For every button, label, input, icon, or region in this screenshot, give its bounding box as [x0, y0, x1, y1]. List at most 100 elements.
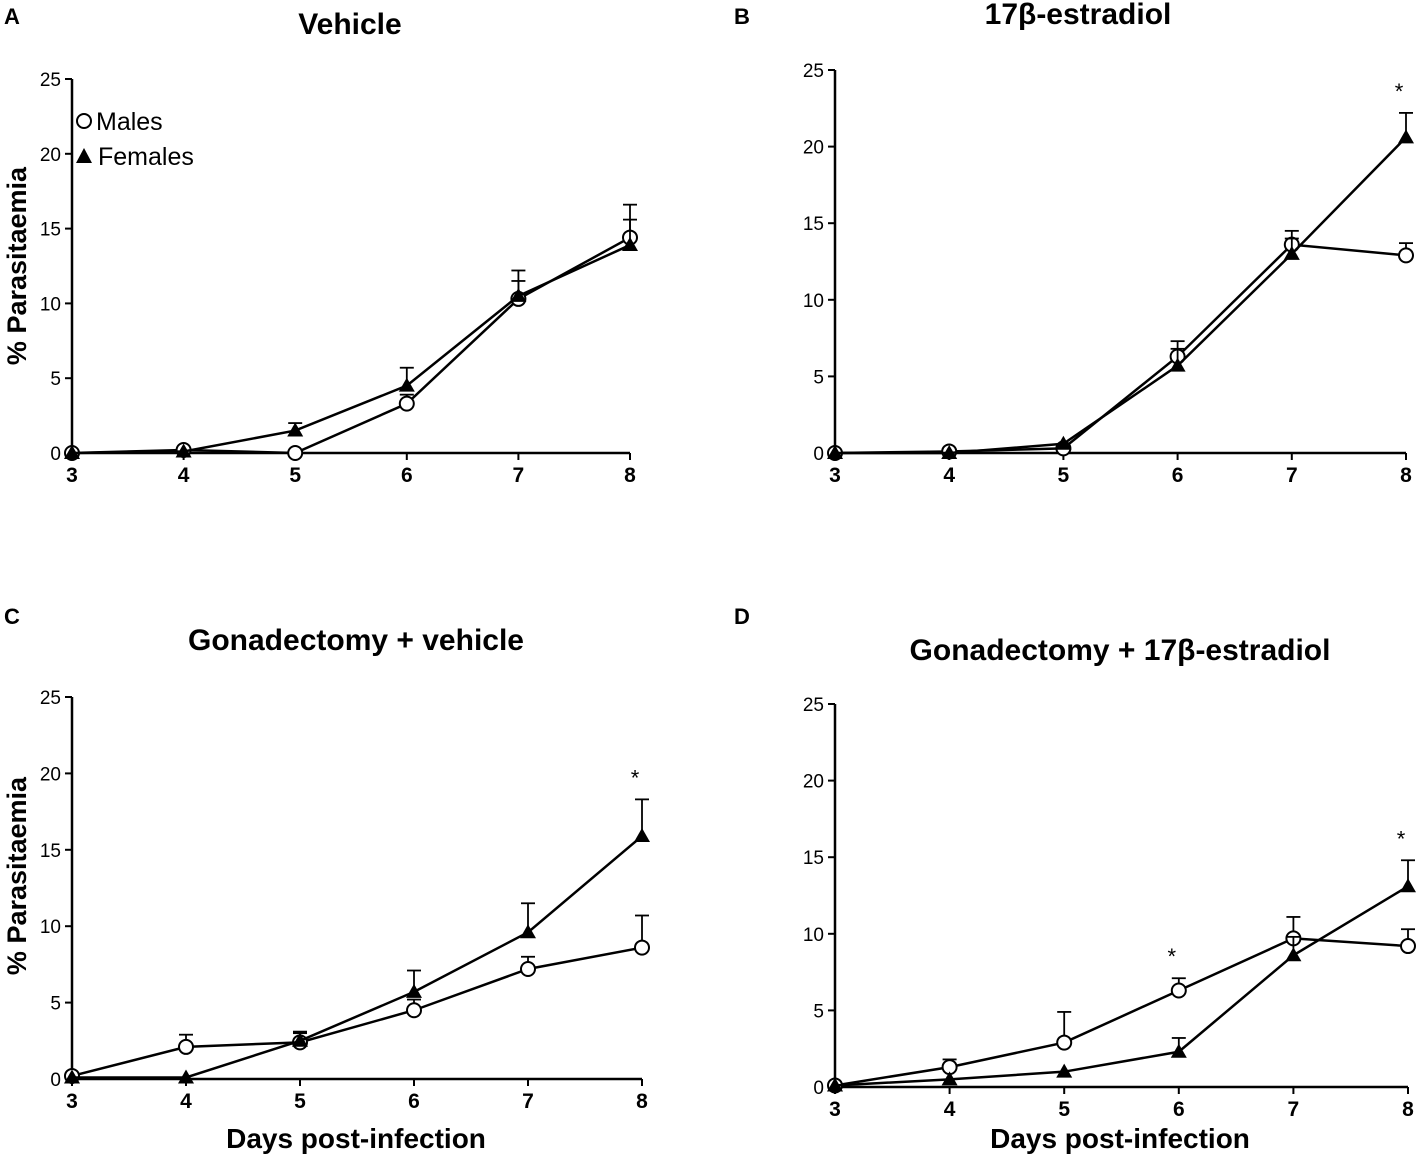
- y-tick-label: 25: [40, 688, 61, 709]
- data-point-males: [287, 445, 304, 461]
- data-point-females: [634, 828, 650, 843]
- panel-c-y-axis-label: % Parasitaemia: [2, 776, 32, 975]
- x-tick-label: 8: [624, 464, 636, 487]
- y-tick-label: 25: [803, 61, 824, 82]
- x-tick-label: 5: [1058, 1098, 1070, 1121]
- series-line-females: [72, 835, 643, 1079]
- data-point-males: [398, 395, 415, 412]
- y-tick-label: 20: [40, 145, 61, 166]
- data-point-females: [622, 237, 638, 252]
- data-point-females: [1285, 947, 1302, 962]
- panel-c-title: Gonadectomy + vehicle: [188, 624, 524, 657]
- x-tick-label: 8: [636, 1090, 648, 1113]
- panel-b-title: 17β-estradiol: [985, 0, 1172, 31]
- panel-b: B 17β-estradiol 0 5 10 15 20 25 3 4 5 6 7 8 *: [734, 0, 1414, 487]
- x-tick-label: 7: [1288, 1098, 1300, 1121]
- y-tick-label: 15: [40, 841, 61, 862]
- data-point-females: [510, 287, 527, 302]
- panel-letter-c: C: [4, 604, 20, 629]
- data-point-females: [1400, 878, 1416, 893]
- y-tick-label: 10: [40, 294, 61, 315]
- y-tick-label: 25: [803, 695, 824, 716]
- y-tick-label: 20: [803, 138, 824, 159]
- x-tick-label: 3: [829, 464, 841, 487]
- data-point-males: [178, 1038, 194, 1055]
- y-tick-label: 10: [803, 925, 824, 946]
- legend-males-marker: [76, 113, 92, 129]
- panel-a-plot-area: 0 5 10 15 20 25 3 4 5 6 7 8: [40, 70, 638, 487]
- x-tick-label: 8: [1400, 464, 1412, 487]
- x-tick-label: 6: [1172, 464, 1184, 487]
- series-line-males: [834, 937, 1409, 1087]
- data-point-males: [1170, 982, 1187, 999]
- y-tick-label: 5: [50, 994, 61, 1015]
- data-point-males: [520, 960, 536, 977]
- data-point-females: [941, 445, 958, 459]
- data-point-females: [398, 377, 415, 392]
- data-point-females: [941, 1071, 958, 1086]
- series-line-males: [71, 236, 631, 455]
- y-tick-label: 10: [40, 917, 61, 938]
- data-point-males: [406, 1002, 422, 1019]
- x-tick-label: 6: [408, 1090, 420, 1113]
- x-tick-label: 3: [66, 464, 78, 487]
- data-point-females: [178, 1069, 194, 1084]
- series-line-males: [71, 946, 643, 1078]
- data-point-females: [406, 983, 422, 998]
- data-point-females: [64, 1069, 80, 1084]
- significance-star: *: [1397, 826, 1406, 851]
- series-line-females: [834, 885, 1409, 1087]
- data-point-females: [827, 1077, 843, 1092]
- y-tick-label: 25: [40, 70, 61, 91]
- panel-letter-a: A: [4, 4, 20, 29]
- panel-d-title: Gonadectomy + 17β-estradiol: [910, 634, 1331, 667]
- x-tick-label: 4: [944, 1098, 956, 1121]
- panel-c: C Gonadectomy + vehicle % Parasitaemia D…: [2, 604, 650, 1154]
- data-point-females: [1170, 1043, 1187, 1058]
- panel-c-x-axis-label: Days post-infection: [226, 1123, 486, 1154]
- series-line-males: [834, 243, 1407, 455]
- panel-d-plot-area: 0 5 10 15 20 25 3 4 5 6 7 8 * *: [803, 695, 1416, 1121]
- y-tick-label: 0: [813, 444, 824, 465]
- data-point-females: [520, 924, 536, 939]
- x-tick-label: 3: [829, 1098, 841, 1121]
- significance-star: *: [1395, 79, 1404, 104]
- data-point-females: [1169, 357, 1186, 372]
- significance-star: *: [631, 765, 640, 790]
- legend: Males Females: [76, 108, 194, 171]
- y-tick-label: 5: [50, 369, 61, 390]
- panel-a-title: Vehicle: [298, 8, 401, 41]
- x-tick-label: 5: [294, 1090, 306, 1113]
- panel-letter-d: D: [734, 604, 750, 629]
- panel-d: D Gonadectomy + 17β-estradiol Days post-…: [734, 604, 1416, 1154]
- significance-star: *: [1168, 944, 1177, 969]
- data-point-males: [1400, 938, 1416, 955]
- y-tick-label: 5: [813, 367, 824, 388]
- x-tick-label: 5: [289, 464, 301, 487]
- legend-females-marker: [76, 148, 92, 163]
- series-line-females: [71, 243, 631, 455]
- data-point-females: [827, 445, 843, 459]
- x-tick-label: 6: [401, 464, 413, 487]
- legend-females-label: Females: [98, 143, 194, 171]
- y-tick-label: 15: [803, 214, 824, 235]
- x-tick-label: 3: [66, 1090, 78, 1113]
- data-point-females: [1283, 245, 1300, 260]
- panel-letter-b: B: [734, 4, 750, 29]
- x-tick-label: 8: [1402, 1098, 1414, 1121]
- x-tick-label: 7: [522, 1090, 534, 1113]
- legend-males-label: Males: [96, 108, 163, 136]
- data-point-males: [1398, 247, 1414, 264]
- data-point-females: [64, 445, 80, 459]
- y-tick-label: 10: [803, 291, 824, 312]
- panel-b-plot-area: 0 5 10 15 20 25 3 4 5 6 7 8 *: [803, 61, 1414, 487]
- panel-d-x-axis-label: Days post-infection: [990, 1123, 1250, 1154]
- x-tick-label: 6: [1173, 1098, 1185, 1121]
- x-tick-label: 7: [1286, 464, 1298, 487]
- data-point-males: [1056, 1034, 1073, 1051]
- data-point-females: [1055, 435, 1072, 450]
- data-point-males: [634, 939, 650, 956]
- x-tick-label: 4: [943, 464, 955, 487]
- x-tick-label: 5: [1058, 464, 1070, 487]
